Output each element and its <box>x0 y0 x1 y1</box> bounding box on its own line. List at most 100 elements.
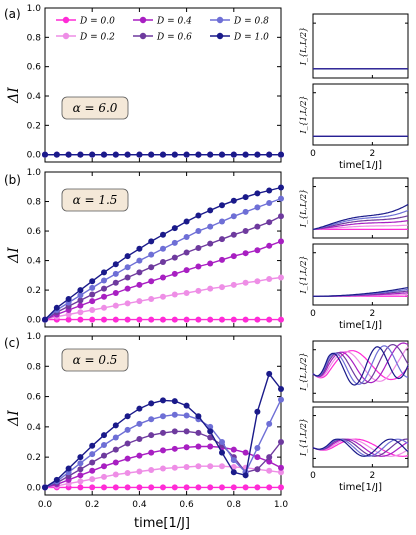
point-b-5-10 <box>160 231 166 238</box>
y-tick-label-c-1: 0.2 <box>27 453 41 463</box>
point-b-5-5 <box>101 269 107 276</box>
alpha-box-c: α = 0.5 <box>61 348 129 372</box>
x-tick-label-c-4: 0.8 <box>227 500 242 510</box>
point-b-2-14 <box>207 260 214 267</box>
point-c-1-11 <box>171 464 178 471</box>
point-a-5-5 <box>101 151 107 158</box>
point-b-0-9 <box>148 316 155 323</box>
side-curve-4-3 <box>312 343 409 385</box>
y-tick-label-a-4: 0.8 <box>27 33 42 43</box>
point-c-2-20 <box>278 464 284 471</box>
point-b-3-10 <box>160 259 166 266</box>
point-b-1-9 <box>148 295 155 302</box>
side-frame-5 <box>312 406 409 468</box>
legend-label-0: D = 0.0 <box>79 17 115 27</box>
point-b-5-15 <box>219 202 225 209</box>
point-b-2-7 <box>124 285 131 292</box>
plot-frame-c <box>44 335 282 496</box>
point-c-5-6 <box>112 422 119 429</box>
legend-marker-2 <box>139 16 147 24</box>
side-curve-5-3 <box>312 438 409 457</box>
side-curve-5-5 <box>312 438 409 457</box>
point-b-4-13 <box>195 228 202 235</box>
point-b-0-7 <box>124 316 131 323</box>
point-a-5-4 <box>89 151 96 158</box>
point-c-0-16 <box>230 484 237 491</box>
point-c-3-11 <box>171 428 178 435</box>
point-c-5-16 <box>230 469 237 476</box>
point-c-5-20 <box>278 386 284 392</box>
point-c-0-9 <box>148 484 155 491</box>
point-c-3-4 <box>89 459 96 466</box>
point-b-5-16 <box>230 197 237 204</box>
point-c-5-14 <box>207 428 214 435</box>
point-b-0-15 <box>219 316 225 323</box>
side-frame-2 <box>312 177 409 239</box>
side-curve-2-4 <box>312 209 409 230</box>
side-ylabel-5: I_{1,L/2} <box>299 418 308 457</box>
side-xtick-label-3-0: 0 <box>310 309 316 319</box>
point-c-3-12 <box>183 428 190 435</box>
point-b-3-11 <box>171 254 178 261</box>
side-ylabel-4: I_{L,L/2} <box>299 352 308 391</box>
legend-label-1: D = 0.2 <box>79 33 115 43</box>
side-frame-1 <box>312 83 409 146</box>
point-c-1-7 <box>124 470 131 477</box>
point-b-3-20 <box>278 213 284 220</box>
panel-label-a: (a) <box>4 7 21 21</box>
point-c-1-13 <box>195 463 202 470</box>
point-c-3-10 <box>160 429 166 436</box>
side-xtick-label-5-1: 2 <box>370 471 376 481</box>
point-b-1-18 <box>254 278 261 285</box>
side-frame-4 <box>312 340 409 403</box>
side-xlabel-5: time[1/J] <box>339 482 382 493</box>
point-b-2-20 <box>278 238 284 245</box>
point-c-0-18 <box>254 484 261 491</box>
point-b-0-2 <box>65 316 72 323</box>
point-b-4-11 <box>171 239 178 246</box>
point-b-0-17 <box>242 316 249 323</box>
y-tick-label-b-1: 0.2 <box>27 286 41 296</box>
point-b-2-8 <box>136 281 143 288</box>
point-b-4-18 <box>254 204 261 211</box>
point-c-4-11 <box>171 411 178 418</box>
point-b-2-17 <box>242 250 249 257</box>
point-b-1-15 <box>219 284 225 291</box>
point-b-0-8 <box>136 316 143 323</box>
point-c-5-18 <box>254 408 261 415</box>
legend-marker-1 <box>62 32 70 40</box>
side-curve-2-5 <box>312 203 409 230</box>
point-c-0-3 <box>77 484 84 491</box>
point-b-5-7 <box>124 253 131 260</box>
point-c-3-3 <box>77 466 84 473</box>
plot-frame-a <box>44 7 282 163</box>
point-b-0-5 <box>101 316 107 323</box>
point-b-5-12 <box>183 218 190 225</box>
point-b-4-5 <box>101 277 107 284</box>
point-c-0-17 <box>242 484 249 491</box>
y-tick-label-a-5: 1.0 <box>27 4 42 14</box>
point-c-1-3 <box>77 478 84 485</box>
point-c-0-6 <box>112 484 119 491</box>
point-b-4-19 <box>266 200 273 206</box>
point-b-5-19 <box>266 187 273 194</box>
y-tick-label-c-3: 0.6 <box>27 393 42 403</box>
point-c-4-16 <box>230 457 237 464</box>
point-c-5-4 <box>89 442 96 449</box>
point-b-1-6 <box>112 302 119 309</box>
point-c-2-12 <box>183 444 190 451</box>
main-ylabel-c: ΔI <box>6 410 22 427</box>
x-tick-label-c-2: 0.4 <box>132 500 147 510</box>
panel-label-c: (c) <box>4 336 20 350</box>
point-c-5-5 <box>101 432 107 439</box>
point-b-4-20 <box>278 195 284 202</box>
point-b-4-8 <box>136 257 143 264</box>
side-ylabel-1: I_{1,L/2} <box>299 95 308 134</box>
point-b-4-14 <box>207 223 214 230</box>
point-b-4-7 <box>124 264 131 271</box>
point-a-5-16 <box>230 151 237 158</box>
side-curve-5-1 <box>312 438 409 457</box>
point-b-3-13 <box>195 245 202 252</box>
point-b-2-11 <box>171 270 178 277</box>
